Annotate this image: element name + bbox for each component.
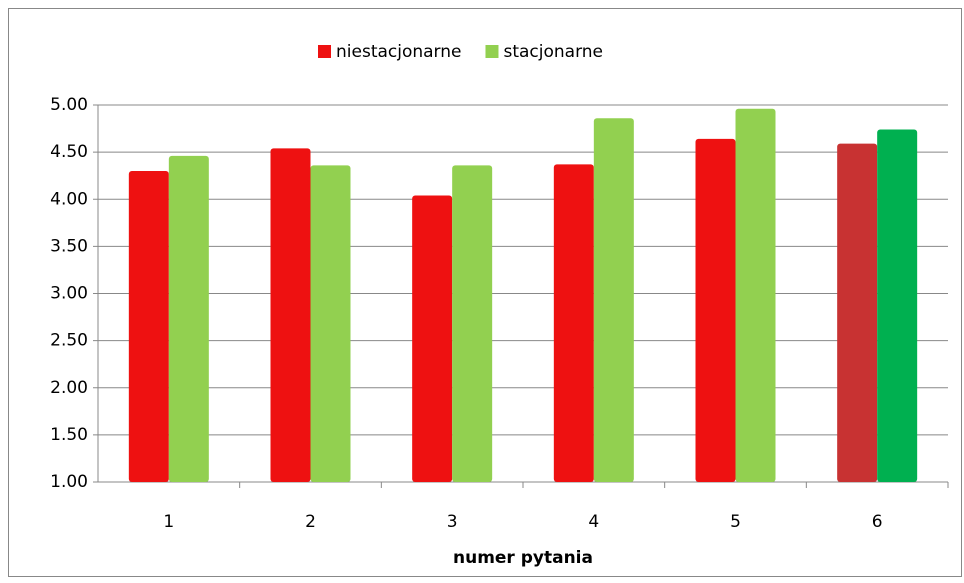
- y-tick-label: 4.00: [50, 189, 88, 209]
- y-tick-label: 2.50: [50, 331, 88, 351]
- y-tick-label: 5.00: [50, 95, 88, 115]
- y-tick-label: 3.50: [50, 236, 88, 256]
- legend-label: niestacjonarne: [336, 42, 461, 62]
- x-tick-label: 3: [447, 512, 458, 532]
- y-tick-label: 2.00: [50, 378, 88, 398]
- x-tick-label: 1: [163, 512, 174, 532]
- bar: [412, 195, 453, 483]
- x-tick-label: 6: [872, 512, 883, 532]
- y-tick-label: 1.50: [50, 425, 88, 445]
- y-tick-label: 3.00: [50, 284, 88, 304]
- x-tick-label: 2: [305, 512, 316, 532]
- legend-swatch: [318, 45, 331, 58]
- legend-label: stacjonarne: [503, 42, 603, 62]
- x-axis-label: numer pytania: [453, 548, 593, 568]
- bar: [877, 129, 918, 482]
- bar: [553, 164, 594, 482]
- bar: [695, 138, 736, 482]
- legend-swatch: [485, 45, 499, 58]
- x-tick-label: 4: [588, 512, 599, 532]
- y-tick-label: 4.50: [50, 142, 88, 162]
- bar: [452, 165, 493, 482]
- x-tick-label: 5: [730, 512, 741, 532]
- bar: [837, 143, 878, 482]
- y-tick-label: 1.00: [50, 472, 88, 492]
- bar: [310, 165, 351, 482]
- bar: [593, 118, 634, 482]
- bar: [270, 148, 311, 483]
- bar: [128, 170, 169, 482]
- bar: [735, 108, 776, 483]
- bar: [168, 155, 209, 482]
